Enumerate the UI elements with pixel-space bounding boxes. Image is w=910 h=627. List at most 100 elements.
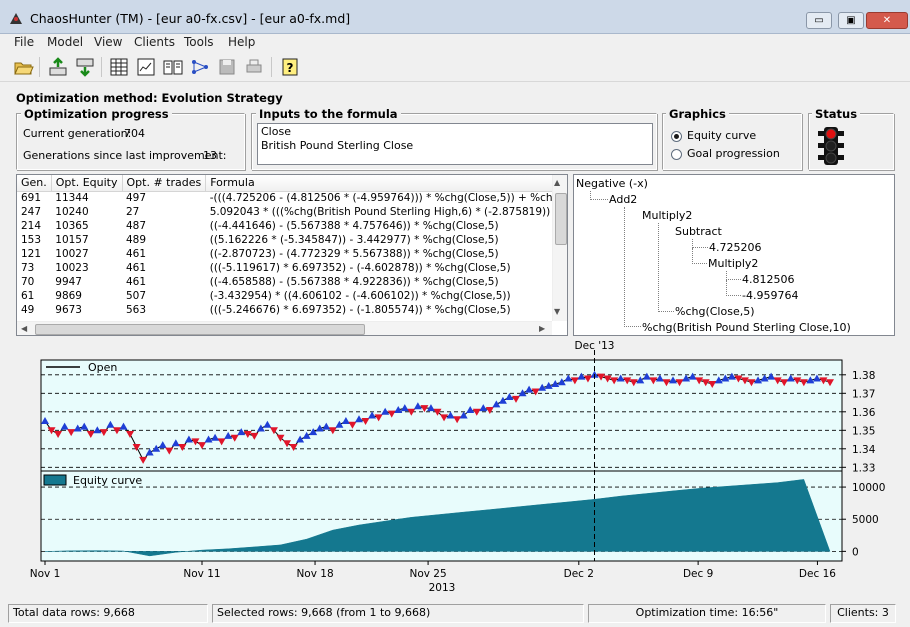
help-icon[interactable]: ? xyxy=(279,56,301,78)
up-marker xyxy=(806,376,815,384)
formula-tree[interactable]: Negative (-x) Add2 Multiply2 Subtract 4.… xyxy=(573,174,895,336)
cell-formula: 5.092043 * (((%chg(British Pound Sterlin… xyxy=(209,206,568,218)
table-row[interactable]: 73 10023 461 (((-5.119617) * 6.697352) - (-… xyxy=(17,261,567,275)
col-gen[interactable]: Gen. xyxy=(17,175,52,192)
tree-node[interactable]: -4.959764 xyxy=(742,289,799,302)
down-marker xyxy=(407,408,416,416)
total-rows: Total data rows: 9,668 xyxy=(8,604,208,623)
report-icon[interactable] xyxy=(135,56,157,78)
col-formula[interactable]: Formula xyxy=(205,175,567,192)
export-icon[interactable] xyxy=(47,56,69,78)
cell-gen: 691 xyxy=(21,192,42,205)
cell-opt-equity: 9869 xyxy=(55,290,82,302)
down-marker xyxy=(472,408,481,416)
inputs-group: Inputs to the formula Close British Poun… xyxy=(251,107,657,170)
menu-view[interactable]: View xyxy=(94,35,123,49)
equity-tick-label: 10000 xyxy=(852,482,885,494)
open-folder-icon[interactable] xyxy=(12,56,34,78)
tree-node[interactable]: Add2 xyxy=(609,193,638,206)
cell-opt-trades: 461 xyxy=(126,248,147,260)
table-row[interactable]: 61 9869 507 (-3.432954) * ((4.606102 - (-4.… xyxy=(17,289,567,303)
cell-formula: ((-4.441646) - (5.567388 * 4.757646)) * … xyxy=(209,220,499,232)
up-marker xyxy=(73,424,82,432)
table-row[interactable]: 214 10365 487 ((-4.441646) - (5.567388 * 4.… xyxy=(17,219,567,233)
up-marker xyxy=(211,433,220,441)
maximize-button[interactable]: ▣ xyxy=(838,12,864,29)
goal-progression-label[interactable]: Goal progression xyxy=(687,147,780,160)
up-marker xyxy=(106,420,115,428)
col-opt-equity[interactable]: Opt. Equity xyxy=(51,175,123,192)
cell-opt-trades: 27 xyxy=(126,206,140,218)
cell-gen: 153 xyxy=(21,234,42,246)
menu-file[interactable]: File xyxy=(14,35,35,49)
up-marker xyxy=(400,404,409,412)
table-row[interactable]: 247 10240 27 5.092043 * (((%chg(British Pou… xyxy=(17,205,568,219)
since-improvement-label: Generations since last improvement: xyxy=(23,149,227,162)
input-item[interactable]: British Pound Sterling Close xyxy=(261,139,414,152)
horizontal-scrollbar[interactable]: ◀ ▶ xyxy=(17,321,552,335)
up-marker xyxy=(479,404,488,412)
vscroll-thumb[interactable] xyxy=(555,193,567,245)
input-item[interactable]: Close xyxy=(261,125,291,138)
down-marker xyxy=(747,379,756,387)
price-tick-label: 1.35 xyxy=(852,425,875,437)
down-marker xyxy=(629,379,638,387)
up-marker xyxy=(492,400,501,408)
up-marker xyxy=(394,405,403,413)
down-marker xyxy=(54,431,63,438)
menu-clients[interactable]: Clients xyxy=(134,35,175,49)
save-icon[interactable] xyxy=(216,56,238,78)
x-tick-label: Nov 18 xyxy=(296,568,333,580)
tree-node[interactable]: Multiply2 xyxy=(708,257,759,270)
equity-curve-label[interactable]: Equity curve xyxy=(687,129,757,142)
tree-node[interactable]: 4.725206 xyxy=(709,241,762,254)
tree-node[interactable]: Negative (-x) xyxy=(576,177,648,190)
graphics-group: Graphics Equity curve Goal progression xyxy=(662,107,802,170)
book-icon[interactable] xyxy=(162,56,184,78)
table-row[interactable]: 49 9673 563 (((-5.246676) * 6.697352) - (-1… xyxy=(17,303,567,317)
goal-progression-radio[interactable] xyxy=(671,149,682,160)
network-icon[interactable] xyxy=(189,56,211,78)
grid-icon[interactable] xyxy=(108,56,130,78)
equity-curve-radio[interactable] xyxy=(671,131,682,142)
table-row[interactable]: 153 10157 489 ((5.162226 * (-5.345847)) - 3… xyxy=(17,233,567,247)
up-marker xyxy=(505,393,514,400)
down-marker xyxy=(734,375,743,383)
down-marker xyxy=(387,410,396,418)
title-bar: ChaosHunter (TM) - [eur a0-fx.csv] - [eu… xyxy=(0,0,910,34)
menu-tools[interactable]: Tools xyxy=(184,35,214,49)
table-row[interactable]: 121 10027 461 ((-2.870723) - (4.772329 * 5.… xyxy=(17,247,567,261)
up-marker xyxy=(381,407,390,415)
up-marker xyxy=(564,374,573,382)
minimize-button[interactable]: ▭ xyxy=(806,12,832,29)
import-icon[interactable] xyxy=(74,56,96,78)
down-marker xyxy=(740,377,749,385)
tree-node[interactable]: %chg(British Pound Sterling Close,10) xyxy=(642,321,851,334)
menu-model[interactable]: Model xyxy=(47,35,84,49)
col-opt-trades[interactable]: Opt. # trades xyxy=(122,175,207,192)
vertical-scrollbar[interactable]: ▲ ▼ xyxy=(552,175,567,321)
cell-opt-trades: 489 xyxy=(126,234,147,246)
hscroll-thumb[interactable] xyxy=(35,324,365,335)
table-row[interactable]: 691 11344 497 -(((4.725206 - (4.812506 * (-… xyxy=(17,191,568,205)
print-icon[interactable] xyxy=(243,56,265,78)
clients-count: Clients: 3 xyxy=(830,604,896,623)
cell-formula: ((-2.870723) - (4.772329 * 5.567388)) * … xyxy=(209,248,499,260)
cell-formula: -(((4.725206 - (4.812506 * (-4.959764)))… xyxy=(209,192,568,205)
close-button[interactable]: ✕ xyxy=(866,12,908,29)
inputs-list[interactable]: Close British Pound Sterling Close xyxy=(257,123,653,165)
table-row[interactable]: 70 9947 461 ((-4.658588) - (5.567388 * 4.92… xyxy=(17,275,567,289)
tree-node[interactable]: Multiply2 xyxy=(642,209,693,222)
tree-node[interactable]: Subtract xyxy=(675,225,722,238)
equity-tick-label: 5000 xyxy=(852,514,879,526)
tree-node[interactable]: 4.812506 xyxy=(742,273,795,286)
down-marker xyxy=(433,408,442,416)
cell-opt-trades: 563 xyxy=(126,304,147,316)
results-table[interactable]: Gen. Opt. Equity Opt. # trades Formula 6… xyxy=(16,174,568,336)
up-marker xyxy=(721,374,730,382)
up-marker xyxy=(551,380,560,388)
cursor-date-label: Dec '13 xyxy=(575,340,615,352)
menu-help[interactable]: Help xyxy=(228,35,256,49)
down-marker xyxy=(112,427,121,435)
tree-node[interactable]: %chg(Close,5) xyxy=(675,305,755,318)
